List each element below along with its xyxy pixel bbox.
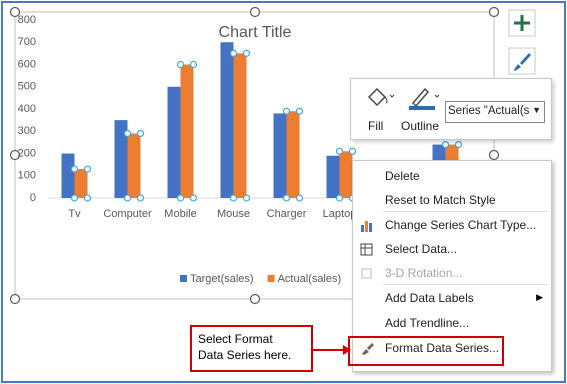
dropdown-arrow: ▼ — [532, 105, 541, 115]
y-tick-label: 0 — [30, 192, 36, 204]
mini-toolbar: Fill Outline Series "Actual(s ▼ — [350, 78, 552, 140]
menu-item[interactable]: Delete — [385, 169, 420, 183]
selection-handle — [176, 194, 185, 202]
selection-handle — [176, 60, 185, 69]
bar — [286, 111, 300, 198]
menu-item[interactable]: Change Series Chart Type... — [385, 218, 537, 232]
highlight-box — [348, 336, 504, 366]
plus-icon — [514, 15, 530, 31]
selection-handle — [295, 107, 304, 115]
selection-handle — [229, 194, 238, 202]
selection-handle — [136, 129, 145, 138]
callout-arrow — [313, 345, 351, 355]
y-tick-label: 500 — [18, 81, 36, 93]
selection-handle — [229, 49, 238, 57]
selection-handle — [242, 49, 251, 57]
format-icon — [362, 343, 374, 355]
brush-icon — [514, 53, 531, 71]
bar — [114, 120, 128, 198]
legend-swatch — [267, 275, 275, 282]
menu-item[interactable]: Select Data... — [385, 242, 458, 256]
bar — [273, 113, 287, 198]
menu-item[interactable]: Add Trendline... — [385, 316, 470, 330]
y-tick-label: 700 — [18, 36, 36, 48]
y-tick-label: 300 — [18, 125, 36, 137]
selection-handle — [282, 107, 291, 115]
series-selector-text: Series "Actual(s — [448, 105, 530, 117]
selection-handle — [83, 165, 92, 173]
y-tick-label: 800 — [18, 14, 36, 26]
y-tick-label: 400 — [18, 103, 36, 115]
bar — [167, 86, 181, 198]
bar — [233, 53, 247, 198]
fill-icon[interactable] — [365, 85, 395, 111]
legend-label: Actual(sales) — [278, 273, 342, 285]
selection-handle — [295, 194, 304, 202]
y-tick-label: 600 — [18, 58, 36, 70]
selection-handle — [189, 194, 198, 202]
rotation-icon — [361, 268, 372, 279]
x-tick-label: Mobile — [164, 208, 196, 220]
bar — [180, 64, 194, 198]
selection-handle — [123, 129, 132, 138]
x-tick-label: Computer — [103, 208, 152, 220]
x-tick-label: Mouse — [217, 208, 250, 220]
submenu-arrow: ▶ — [536, 292, 543, 302]
selection-handle — [441, 141, 450, 149]
callout: Select Format Data Series here. — [190, 325, 313, 372]
menu-item[interactable]: Add Data Labels — [385, 291, 474, 305]
x-tick-label: Tv — [68, 208, 81, 220]
bar — [127, 133, 141, 198]
legend-swatch — [180, 275, 187, 282]
bar — [326, 155, 340, 198]
x-tick-label: Charger — [267, 208, 307, 220]
callout-line: Data Series here. — [198, 348, 292, 362]
chart-type-icon — [361, 221, 372, 232]
callout-line: Select Format — [198, 332, 273, 346]
bar — [339, 151, 353, 198]
selection-handle — [136, 194, 145, 202]
outline-label[interactable]: Outline — [401, 119, 440, 133]
selection-handle — [83, 194, 92, 202]
menu-item[interactable]: Reset to Match Style — [385, 193, 496, 207]
separator — [383, 211, 547, 212]
selection-handle — [454, 141, 463, 149]
selection-handle — [335, 147, 344, 155]
selection-handle — [335, 194, 344, 202]
selection-handle — [123, 194, 132, 202]
selection-handle — [70, 194, 79, 202]
bar — [74, 169, 88, 198]
menu-item[interactable]: Format Data Series... — [385, 341, 500, 355]
bar — [220, 42, 234, 198]
x-tick-label: Laptop — [323, 208, 357, 220]
bar — [61, 153, 75, 198]
selection-handle — [189, 60, 198, 69]
y-tick-label: 100 — [18, 170, 36, 182]
selection-handle — [282, 194, 291, 202]
selection-handle — [242, 194, 251, 202]
series-selector[interactable]: Series "Actual(s ▼ — [445, 101, 545, 123]
legend-label: Target(sales) — [190, 273, 254, 285]
y-tick-label: 200 — [18, 147, 36, 159]
outline-icon[interactable] — [407, 85, 443, 111]
selection-handle — [70, 165, 79, 173]
chart-title: Chart Title — [219, 24, 292, 41]
menu-item-disabled: 3-D Rotation... — [385, 266, 463, 280]
fill-label[interactable]: Fill — [368, 119, 384, 133]
selection-handle — [348, 147, 357, 155]
select-data-icon — [360, 243, 373, 256]
separator — [383, 284, 547, 285]
